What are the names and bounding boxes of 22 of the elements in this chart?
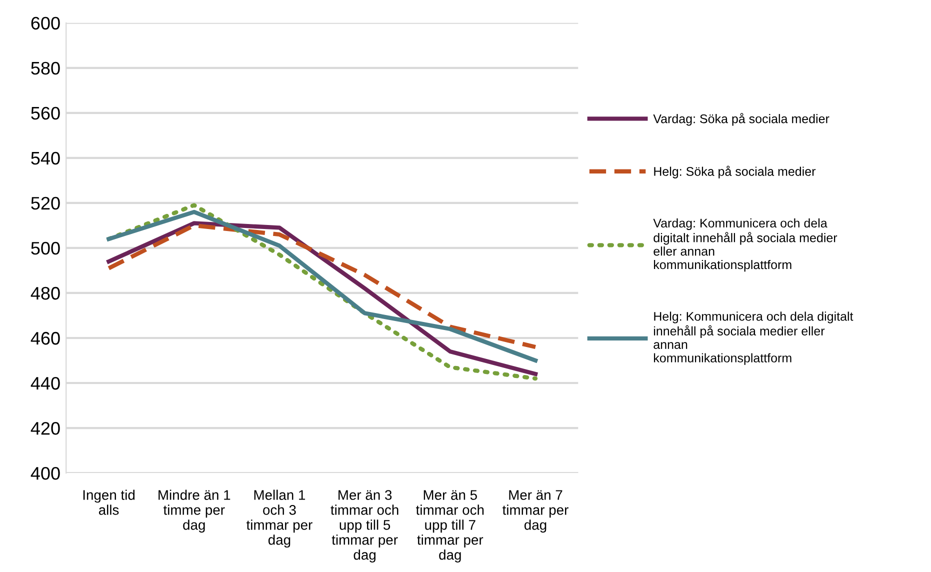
- y-tick-label: 580: [31, 62, 60, 75]
- x-tick-label: Mer än 5 timmar och upp till 7 timmar per dag: [416, 490, 484, 562]
- y-tick-label: 400: [30, 466, 60, 480]
- y-tick-label: 500: [31, 242, 60, 255]
- x-tick-label: Ingen tid alls: [83, 490, 135, 515]
- x-tick-label: Mindre än 1 timme per dag: [158, 490, 230, 533]
- y-tick-label: 480: [30, 286, 60, 300]
- x-tick-label: Mellan 1 och 3 timmar per dag: [246, 490, 312, 548]
- y-tick-label: 420: [30, 422, 60, 435]
- legend-label: Helg: Kommunicera och dela digitalt innehåll på sociala medier eller annan kommunikationsplattform: [654, 312, 854, 365]
- legend-label: Helg: Söka på sociala medier: [654, 166, 816, 178]
- y-tick-label: 600: [31, 16, 60, 30]
- x-tick-label: Mer än 3 timmar och upp till 5 timmar per dag: [330, 490, 398, 562]
- legend-label: Vardag: Kommunicera och dela digitalt innehåll på sociala medier eller annan kommunikationsplattform: [653, 218, 838, 272]
- legend-label: Vardag: Söka på sociala medier: [653, 113, 830, 126]
- y-tick-label: 460: [30, 332, 60, 345]
- x-tick-label: Mer än 7 timmar per dag: [502, 490, 568, 533]
- y-tick-label: 540: [31, 152, 60, 165]
- y-tick-label: 440: [30, 376, 60, 390]
- line-series: [106, 223, 538, 350]
- y-tick-label: 560: [31, 106, 60, 120]
- y-tick-label: 520: [31, 196, 60, 210]
